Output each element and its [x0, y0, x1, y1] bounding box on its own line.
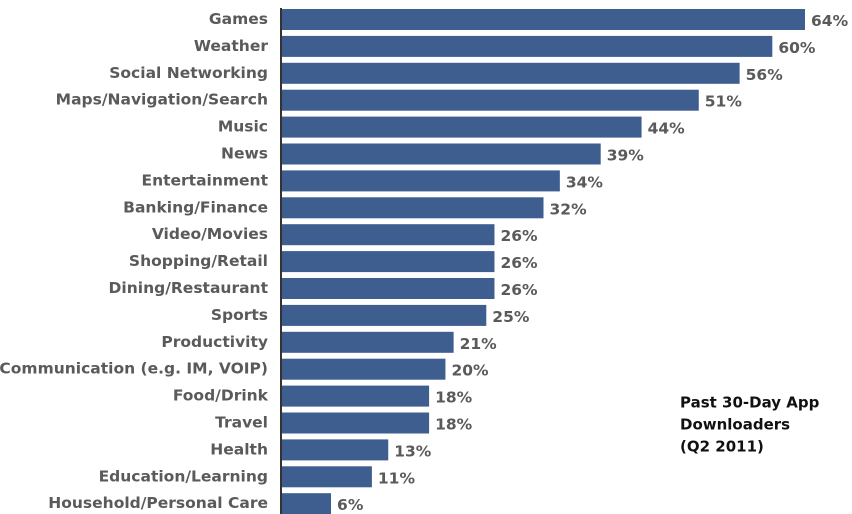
bar	[282, 116, 642, 138]
category-label: News	[221, 145, 268, 163]
category-label: Music	[218, 118, 268, 136]
bar	[282, 143, 601, 165]
value-label: 26%	[500, 281, 538, 299]
bar	[282, 170, 560, 192]
bar	[282, 439, 389, 461]
category-label: Dining/Restaurant	[109, 279, 269, 297]
category-label: Video/Movies	[152, 225, 268, 243]
category-label: Household/Personal Care	[48, 494, 268, 512]
bar	[282, 224, 495, 246]
category-label: Health	[210, 440, 268, 458]
category-label: Productivity	[161, 333, 268, 351]
bar	[282, 358, 446, 380]
category-label: Communication (e.g. IM, VOIP)	[0, 360, 268, 378]
value-label: 21%	[460, 335, 498, 353]
value-label: 6%	[337, 496, 364, 514]
bar	[282, 197, 544, 219]
value-label: 34%	[566, 173, 604, 191]
category-label: Maps/Navigation/Search	[56, 91, 268, 109]
category-label: Food/Drink	[173, 387, 269, 405]
bar	[282, 89, 699, 111]
bar	[282, 9, 805, 30]
value-label: 56%	[746, 66, 784, 84]
value-label: 26%	[500, 227, 538, 245]
value-label: 32%	[550, 200, 588, 218]
value-label: 26%	[500, 254, 538, 272]
value-label: 60%	[778, 39, 816, 57]
category-label: Banking/Finance	[123, 198, 268, 216]
category-label: Games	[209, 10, 268, 28]
bar	[282, 304, 487, 326]
category-label: Weather	[194, 37, 268, 55]
category-label: Social Networking	[109, 64, 268, 82]
bar	[282, 62, 740, 84]
category-label: Education/Learning	[99, 467, 268, 485]
bar	[282, 466, 372, 488]
annotation: (Q2 2011)	[680, 438, 764, 456]
value-label: 11%	[378, 469, 416, 487]
bar	[282, 35, 773, 57]
category-label: Shopping/Retail	[129, 252, 268, 270]
bar	[282, 278, 495, 299]
bar	[282, 385, 430, 407]
value-label: 20%	[451, 362, 489, 380]
bar	[282, 251, 495, 273]
bar	[282, 493, 332, 514]
category-label: Travel	[215, 414, 268, 432]
value-label: 13%	[394, 442, 432, 460]
category-label: Sports	[211, 306, 268, 324]
value-label: 18%	[435, 389, 473, 407]
bar	[282, 412, 430, 434]
value-label: 39%	[607, 147, 645, 165]
value-label: 25%	[492, 308, 530, 326]
bar	[282, 331, 454, 353]
value-label: 18%	[435, 416, 473, 434]
annotation: Downloaders	[680, 416, 790, 434]
value-label: 51%	[705, 93, 743, 111]
value-label: 64%	[811, 12, 849, 30]
category-label: Entertainment	[141, 171, 268, 189]
annotation: Past 30-Day App	[680, 394, 820, 412]
value-label: 44%	[648, 120, 686, 138]
